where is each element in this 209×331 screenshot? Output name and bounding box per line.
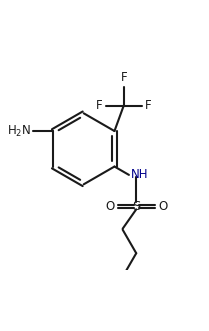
Text: F: F [120,71,127,84]
Text: F: F [145,99,152,112]
Text: H$_2$N: H$_2$N [7,123,31,139]
Text: O: O [105,200,114,213]
Text: F: F [96,99,102,112]
Text: NH: NH [131,168,149,181]
Text: O: O [158,200,167,213]
Text: S: S [132,200,140,213]
